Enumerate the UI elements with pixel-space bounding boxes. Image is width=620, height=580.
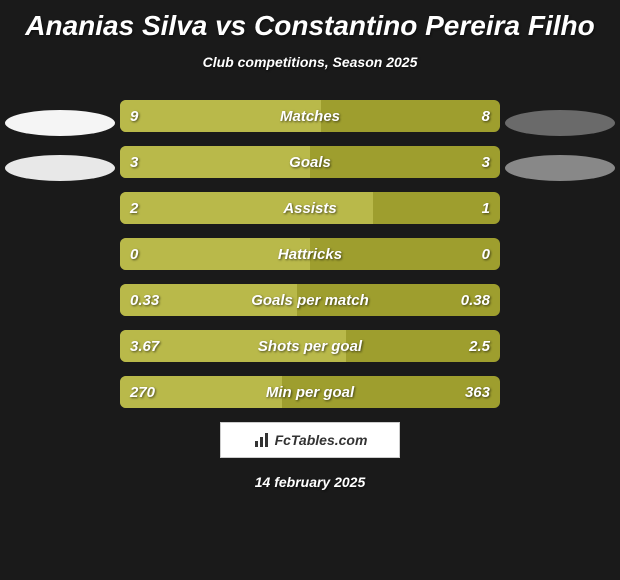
player-right-badge-1 (505, 110, 615, 136)
subtitle: Club competitions, Season 2025 (0, 54, 620, 70)
stat-label: Matches (120, 100, 500, 132)
stat-label: Min per goal (120, 376, 500, 408)
stat-label: Goals (120, 146, 500, 178)
brand-watermark[interactable]: FcTables.com (220, 422, 400, 458)
date-text: 14 february 2025 (0, 474, 620, 490)
stat-row: 3.672.5Shots per goal (120, 330, 500, 362)
stat-row: 21Assists (120, 192, 500, 224)
player-left-badge-2 (5, 155, 115, 181)
stat-row: 33Goals (120, 146, 500, 178)
stat-label: Shots per goal (120, 330, 500, 362)
brand-text: FcTables.com (275, 432, 368, 448)
player-right-badge-2 (505, 155, 615, 181)
chart-icon (253, 431, 271, 449)
stat-row: 0.330.38Goals per match (120, 284, 500, 316)
stat-label: Assists (120, 192, 500, 224)
page-title: Ananias Silva vs Constantino Pereira Fil… (0, 0, 620, 42)
stat-row: 270363Min per goal (120, 376, 500, 408)
stat-label: Goals per match (120, 284, 500, 316)
stat-row: 98Matches (120, 100, 500, 132)
stat-label: Hattricks (120, 238, 500, 270)
stats-area: 98Matches 33Goals 21Assists 00Hattricks 0.33… (0, 100, 620, 408)
stat-row: 00Hattricks (120, 238, 500, 270)
player-left-badge-1 (5, 110, 115, 136)
